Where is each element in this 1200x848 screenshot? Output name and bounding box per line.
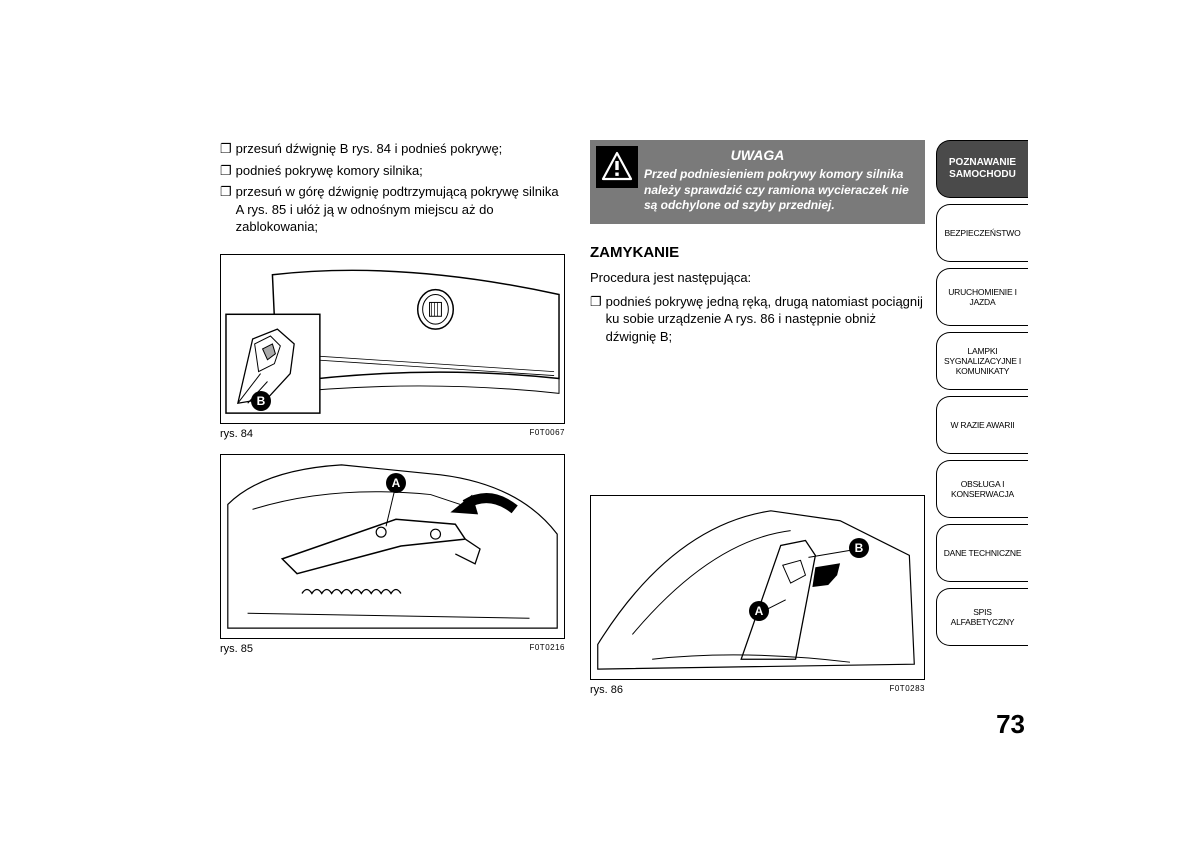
figure-86-illustration: [591, 496, 924, 679]
tab-dane[interactable]: DANE TECHNICZNE: [936, 524, 1028, 582]
figure-85: A: [220, 454, 565, 639]
page-number: 73: [996, 709, 1025, 740]
section-tabs: POZNAWANIE SAMOCHODU BEZPIECZEŃSTWO URUC…: [936, 140, 1028, 652]
fig-caption: rys. 84: [220, 428, 253, 440]
warning-box: UWAGA Przed podniesieniem pokrywy komory…: [590, 140, 925, 224]
figure-84-caption: rys. 84 F0T0067: [220, 428, 565, 440]
bullet-item: ❐ podnieś pokrywę komory silnika;: [220, 162, 565, 180]
intro-text: Procedura jest następująca:: [590, 269, 925, 287]
tab-obsluga[interactable]: OBSŁUGA I KONSERWACJA: [936, 460, 1028, 518]
bullet-item: ❐ przesuń dźwignię B rys. 84 i podnieś p…: [220, 140, 565, 158]
tab-poznawanie[interactable]: POZNAWANIE SAMOCHODU: [936, 140, 1028, 198]
left-column: ❐ przesuń dźwignię B rys. 84 i podnieś p…: [220, 140, 565, 655]
bullet-marker-icon: ❐: [220, 162, 232, 180]
bullet-marker-icon: ❐: [220, 183, 232, 201]
tab-uruchomienie[interactable]: URUCHOMIENIE I JAZDA: [936, 268, 1028, 326]
figure-85-caption: rys. 85 F0T0216: [220, 643, 565, 655]
tab-lampki[interactable]: LAMPKI SYGNALIZACYJNE I KOMUNIKATY: [936, 332, 1028, 390]
fig-code: F0T0067: [529, 428, 565, 440]
bullet-item: ❐ podnieś pokrywę jedną ręką, drugą nato…: [590, 293, 925, 346]
bullet-text: przesuń w górę dźwignię podtrzymującą po…: [236, 183, 565, 236]
fig-code: F0T0216: [529, 643, 565, 655]
bullet-text: podnieś pokrywę komory silnika;: [236, 162, 565, 180]
figure-84: B: [220, 254, 565, 424]
bullet-marker-icon: ❐: [590, 293, 602, 311]
section-heading: ZAMYKANIE: [590, 244, 925, 261]
figure-86: A B: [590, 495, 925, 680]
bullet-text: przesuń dźwignię B rys. 84 i podnieś pok…: [236, 140, 565, 158]
warning-title: UWAGA: [600, 146, 915, 164]
tab-awaria[interactable]: W RAZIE AWARII: [936, 396, 1028, 454]
figure-84-illustration: [221, 255, 564, 423]
bullet-marker-icon: ❐: [220, 140, 232, 158]
warning-icon: [596, 146, 638, 188]
warning-text: Przed podniesieniem pokrywy komory silni…: [644, 167, 915, 214]
bullet-item: ❐ przesuń w górę dźwignię podtrzymującą …: [220, 183, 565, 236]
manual-page: ❐ przesuń dźwignię B rys. 84 i podnieś p…: [0, 0, 1200, 848]
figure-label-b: B: [251, 391, 271, 411]
figure-label-a: A: [386, 473, 406, 493]
fig-caption: rys. 85: [220, 643, 253, 655]
tab-bezpieczenstwo[interactable]: BEZPIECZEŃSTWO: [936, 204, 1028, 262]
figure-86-caption: rys. 86 F0T0283: [590, 684, 925, 696]
bullet-text: podnieś pokrywę jedną ręką, drugą natomi…: [606, 293, 925, 346]
fig-code: F0T0283: [889, 684, 925, 696]
right-column: UWAGA Przed podniesieniem pokrywy komory…: [590, 140, 925, 696]
tab-spis[interactable]: SPIS ALFABETYCZNY: [936, 588, 1028, 646]
fig-caption: rys. 86: [590, 684, 623, 696]
